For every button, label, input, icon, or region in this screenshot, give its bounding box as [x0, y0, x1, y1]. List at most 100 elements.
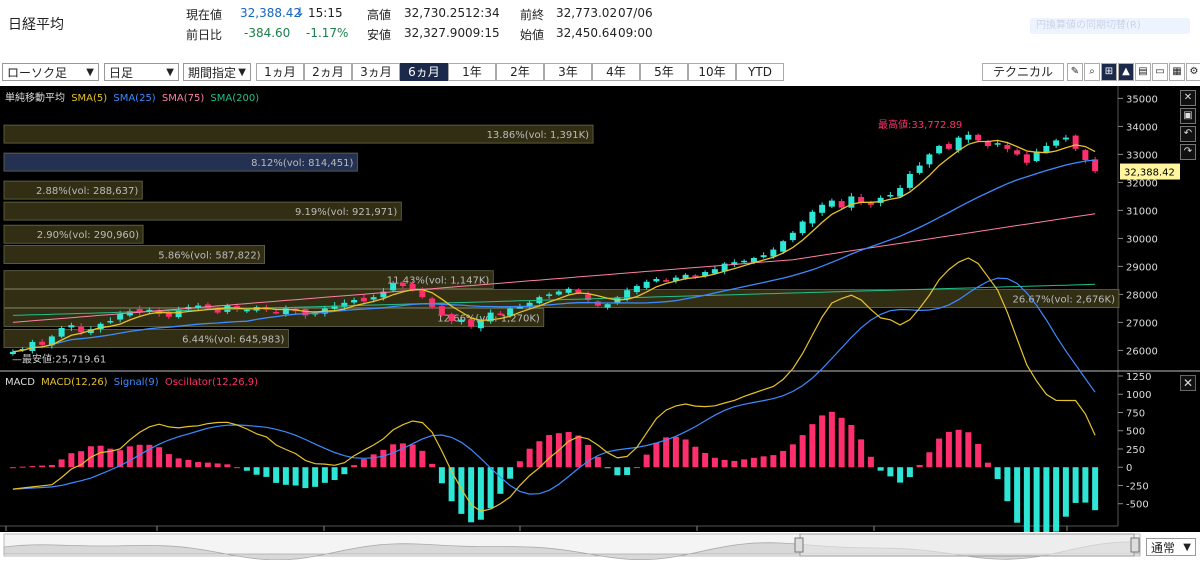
undo-icon[interactable]: ↶ — [1180, 126, 1196, 142]
candle-body — [721, 263, 728, 272]
candle-body — [936, 146, 943, 154]
chevron-down-icon: ▼ — [86, 67, 94, 78]
candle-body — [302, 309, 309, 316]
volume-profile-label: 5.86%(vol: 587,822) — [158, 251, 260, 262]
oscillator-bar — [789, 444, 796, 468]
oscillator-bar — [243, 467, 250, 471]
oscillator-bar — [468, 467, 475, 523]
navigator-window — [799, 533, 1135, 557]
period-button[interactable]: 3年 — [544, 63, 592, 81]
period-button[interactable]: 5年 — [640, 63, 688, 81]
oscillator-bar — [653, 442, 660, 468]
price-label: 27000 — [1126, 318, 1158, 329]
price-label: 26000 — [1126, 346, 1158, 357]
candle-body — [39, 341, 46, 345]
oscillator-bar — [955, 429, 962, 468]
candle-body — [731, 262, 738, 265]
volume-profile-label: 26.67%(vol: 2,676K) — [1013, 295, 1116, 306]
oscillator-bar — [263, 467, 270, 477]
candle-body — [282, 308, 289, 315]
chart-type-select[interactable]: ローソク足 ▼ — [2, 63, 99, 81]
oscillator-bar — [351, 465, 358, 468]
open-label: 始値 — [520, 28, 545, 42]
high-value: 32,730.25 — [404, 6, 466, 20]
oscillator-bar — [780, 450, 787, 468]
candle-body — [136, 308, 143, 313]
display-mode-select[interactable]: 通常 ▼ — [1146, 538, 1196, 556]
volume-profile-bar — [3, 124, 594, 144]
period-button[interactable]: 3ヵ月 — [352, 63, 400, 81]
period-button[interactable]: 1年 — [448, 63, 496, 81]
oscillator-bar — [760, 456, 767, 468]
oscillator-bar — [477, 467, 484, 520]
close-macd-icon[interactable]: ✕ — [1180, 375, 1196, 391]
oscillator-bar — [594, 456, 601, 468]
price-label: 30000 — [1126, 234, 1158, 245]
close-main-icon[interactable]: ✕ — [1180, 90, 1196, 106]
oscillator-bar — [497, 467, 504, 494]
lock-icon[interactable]: ▣ — [1180, 108, 1196, 124]
oscillator-bar — [614, 467, 621, 476]
oscillator-bar — [858, 439, 865, 468]
oscillator-bar — [828, 411, 835, 468]
candle-body — [58, 328, 65, 337]
interval-select[interactable]: 日足 ▼ — [104, 63, 179, 81]
navigator-right-handle[interactable] — [1130, 537, 1140, 553]
period-button[interactable]: 4年 — [592, 63, 640, 81]
oscillator-bar — [516, 461, 523, 468]
candle-body — [195, 305, 202, 308]
oscillator-bar — [78, 451, 85, 468]
price-label: 32000 — [1126, 178, 1158, 189]
sma-legend: 単純移動平均 SMA(5) SMA(25) SMA(75) SMA(200) — [5, 89, 259, 104]
oscillator-bar — [282, 467, 289, 485]
oscillator-bar — [302, 467, 309, 489]
save-icon[interactable]: ▦ — [1169, 63, 1185, 81]
period-button[interactable]: YTD — [736, 63, 784, 81]
period-button[interactable]: 10年 — [688, 63, 736, 81]
oscillator-bar — [887, 467, 894, 477]
price-label: 28000 — [1126, 290, 1158, 301]
navigator-left-handle[interactable] — [794, 537, 804, 553]
oscillator-bar — [867, 456, 874, 468]
candle-body — [585, 294, 592, 300]
zoom-icon[interactable]: ⌕ — [1084, 63, 1100, 81]
volume-icon[interactable]: ⊞ — [1101, 63, 1117, 81]
folder-icon[interactable]: ▭ — [1152, 63, 1168, 81]
change-percent: -1.17% — [306, 26, 349, 40]
oscillator-bar — [877, 467, 884, 471]
candle-body — [877, 197, 884, 203]
volume-profile-bar — [3, 152, 358, 172]
candle-body — [848, 196, 855, 208]
chart-area[interactable]: 35000 34000 33000 32000 31000 30000 29000 28000… — [0, 86, 1200, 560]
candle-body — [360, 297, 367, 302]
candle-body — [965, 134, 972, 140]
print-icon[interactable]: ▤ — [1135, 63, 1151, 81]
settings-icon[interactable]: ⚙ — [1186, 63, 1200, 81]
technical-button[interactable]: テクニカル — [982, 63, 1064, 81]
yen-sync-toggle[interactable]: 円換算値の同期切替(R) — [1030, 18, 1190, 34]
range-navigator: 通常 ▼ — [0, 532, 1200, 561]
period-button[interactable]: 6ヵ月 — [400, 63, 448, 81]
period-button[interactable]: 1ヵ月 — [256, 63, 304, 81]
period-button[interactable]: 2年 — [496, 63, 544, 81]
candle-body — [1082, 150, 1089, 160]
volume-profile-label: 2.90%(vol: 290,960) — [37, 230, 139, 241]
interval-label: 日足 — [109, 66, 134, 80]
oscillator-bar — [663, 437, 670, 468]
candle-body — [955, 137, 962, 151]
redo-icon[interactable]: ↷ — [1180, 144, 1196, 160]
last-price-tag — [1120, 163, 1180, 180]
oscillator-bar — [136, 444, 143, 468]
candle-body — [97, 323, 104, 330]
range-select[interactable]: 期間指定 ▼ — [183, 63, 251, 81]
candle-body — [1062, 137, 1069, 140]
pencil-icon[interactable]: ✎ — [1067, 63, 1083, 81]
candle-body — [945, 144, 952, 149]
candle-body — [1072, 135, 1079, 149]
oscillator-bar — [458, 467, 465, 514]
oscillator-bar — [19, 466, 26, 468]
candle-body — [507, 308, 514, 316]
oscillator-bar — [419, 450, 426, 468]
chart-icon[interactable]: ▲ — [1118, 63, 1134, 81]
period-button[interactable]: 2ヵ月 — [304, 63, 352, 81]
